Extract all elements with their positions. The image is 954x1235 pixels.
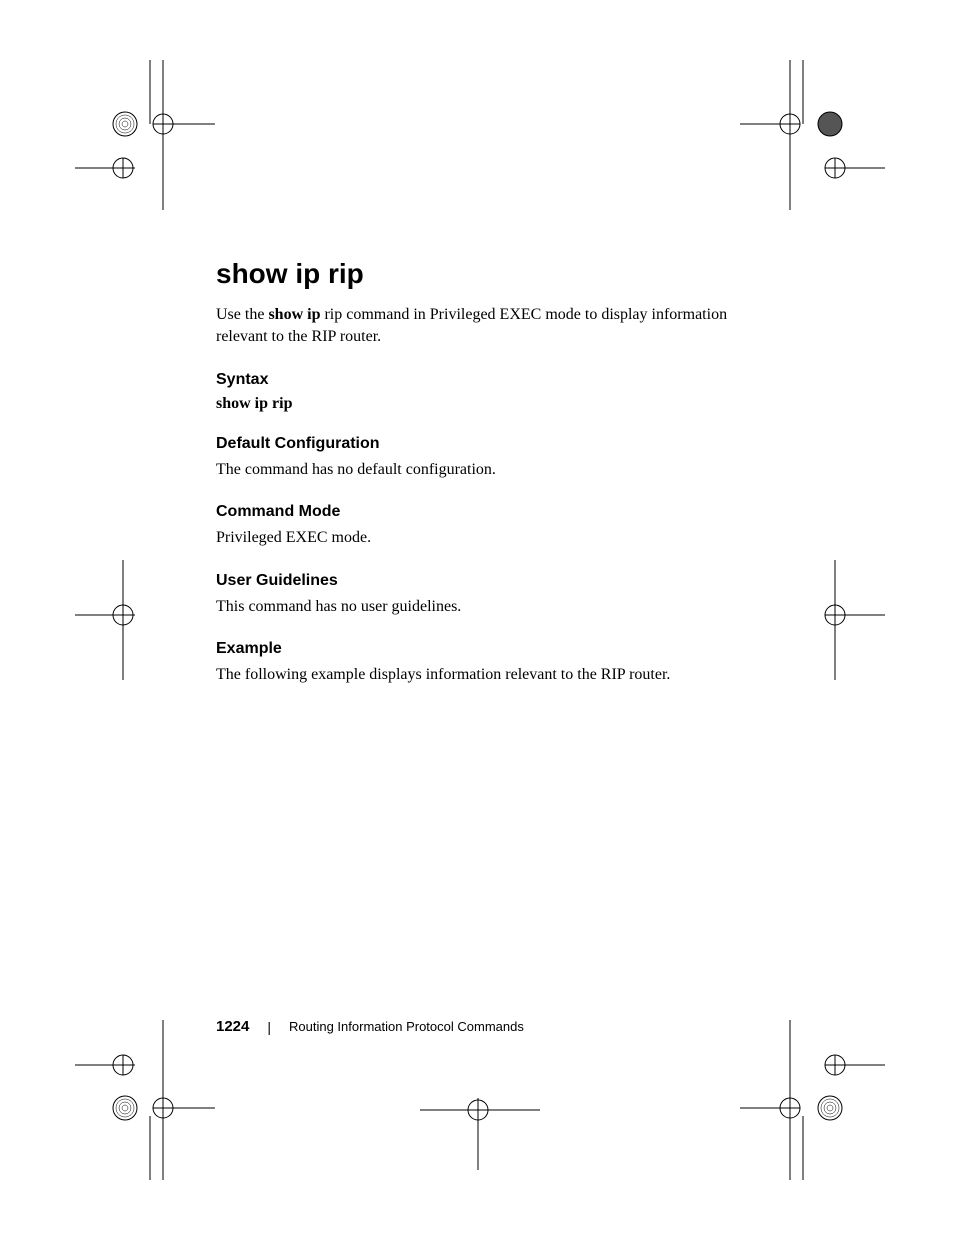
crop-mark-icon: [740, 1020, 885, 1180]
command-mode-heading: Command Mode: [216, 503, 756, 521]
footer-chapter: Routing Information Protocol Commands: [289, 1019, 524, 1034]
crop-mark-icon: [75, 60, 215, 210]
page-title: show ip rip: [216, 258, 756, 290]
crop-mark-icon: [785, 560, 885, 680]
desc-prefix: Use the: [216, 306, 268, 323]
default-config-text: The command has no default configuration…: [216, 459, 756, 481]
desc-bold: show ip: [268, 306, 320, 323]
default-config-heading: Default Configuration: [216, 435, 756, 453]
crop-mark-icon: [420, 1070, 540, 1170]
syntax-command: show ip rip: [216, 395, 756, 413]
example-text: The following example displays informati…: [216, 664, 756, 686]
crop-mark-icon: [75, 1020, 215, 1180]
crop-mark-icon: [75, 560, 175, 680]
user-guidelines-text: This command has no user guidelines.: [216, 596, 756, 618]
page-footer: 1224 | Routing Information Protocol Comm…: [216, 1018, 524, 1035]
page-number: 1224: [216, 1018, 249, 1035]
command-mode-text: Privileged EXEC mode.: [216, 527, 756, 549]
example-heading: Example: [216, 640, 756, 658]
footer-divider: |: [267, 1019, 271, 1035]
user-guidelines-heading: User Guidelines: [216, 572, 756, 590]
crop-mark-icon: [740, 60, 885, 210]
syntax-heading: Syntax: [216, 371, 756, 389]
command-description: Use the show ip rip command in Privilege…: [216, 304, 756, 349]
